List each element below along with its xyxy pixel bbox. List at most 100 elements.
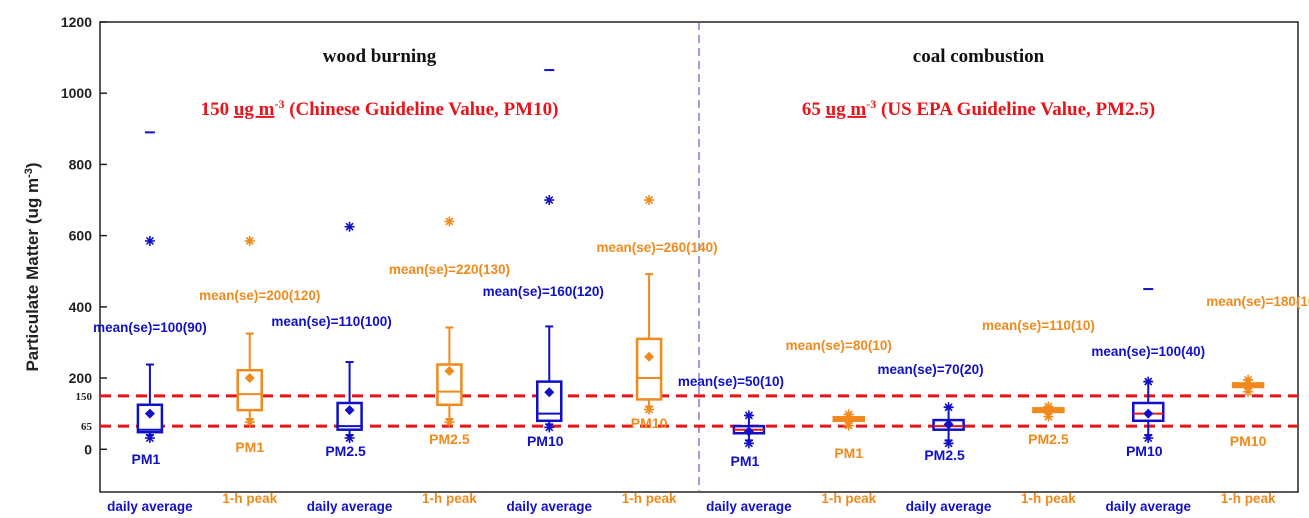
guideline-label: 65 ug m-3 (US EPA Guideline Value, PM2.5…	[802, 97, 1155, 120]
outlier-marker	[743, 438, 754, 449]
box-4	[436, 216, 463, 428]
outlier-marker	[244, 235, 255, 246]
x-category-label: daily average	[107, 499, 193, 514]
y-tick-label: 0	[84, 441, 92, 457]
outlier-marker	[1143, 376, 1154, 387]
mean-label: mean(se)=180(10)	[1206, 294, 1309, 309]
outlier-marker	[843, 420, 854, 431]
pollutant-label: PM2.5	[325, 443, 366, 459]
pollutant-label: PM10	[527, 433, 564, 449]
mean-label: mean(se)=110(100)	[271, 314, 391, 329]
outlier-marker	[544, 195, 555, 206]
y-tick-label: 600	[69, 228, 93, 244]
y-tick-label: 1000	[61, 85, 92, 101]
box-1	[136, 131, 164, 444]
pollutant-label: PM2.5	[1028, 431, 1069, 447]
panel-title: coal combustion	[913, 46, 1045, 67]
outlier-marker	[244, 417, 255, 428]
outlier-marker	[1243, 374, 1254, 385]
outlier-marker	[943, 438, 954, 449]
outlier-stroke	[245, 236, 254, 246]
outlier-marker	[644, 404, 655, 415]
panel-titles: wood burning 150 ug m-3 (Chinese Guidelin…	[201, 46, 1156, 120]
box-2	[236, 235, 263, 428]
outlier-stroke	[1144, 377, 1153, 386]
pollutant-label: PM10	[631, 415, 668, 431]
labels: mean(se)=100(90) PM1 daily average mean(se)…	[93, 240, 1309, 514]
box-8	[832, 409, 865, 431]
outlier-marker	[1243, 386, 1254, 397]
box-6	[635, 195, 663, 415]
y-tick-label-guideline: 150	[76, 391, 93, 403]
pollutant-label: PM1	[132, 451, 161, 467]
outlier-marker	[743, 410, 754, 421]
reference-lines	[100, 394, 1298, 428]
outlier-marker	[644, 195, 655, 206]
mean-label: mean(se)=200(120)	[199, 288, 320, 303]
outlier-stroke	[645, 195, 654, 205]
pollutant-label: PM10	[1230, 433, 1267, 449]
outlier-stroke	[345, 222, 354, 231]
x-category-label: daily average	[1105, 499, 1191, 514]
mean-label: mean(se)=70(20)	[877, 362, 983, 377]
outlier-stroke	[645, 405, 654, 414]
outlier-stroke	[844, 421, 853, 430]
outlier-marker	[1043, 401, 1054, 412]
outlier-stroke	[744, 411, 753, 420]
outlier-marker	[344, 433, 355, 444]
guideline-label: 150 ug m-3 (Chinese Guideline Value, PM1…	[201, 97, 559, 120]
outlier-marker	[544, 422, 555, 433]
outlier-stroke	[844, 410, 853, 419]
y-axis-label: Particulate Matter (ug m-3)	[23, 162, 42, 371]
y-tick-label: 200	[69, 370, 93, 386]
x-category-label: daily average	[706, 499, 792, 514]
y-tick-label: 400	[69, 299, 93, 315]
pollutant-label: PM10	[1126, 443, 1163, 459]
outlier-stroke	[944, 439, 953, 448]
mean-label: mean(se)=100(90)	[93, 320, 207, 335]
x-category-label: 1-h peak	[1221, 491, 1276, 506]
outlier-stroke	[545, 423, 554, 432]
mean-marker	[244, 373, 255, 384]
outlier-stroke	[345, 433, 354, 443]
y-tick-label: 800	[69, 156, 93, 172]
y-tick-label: 1200	[61, 14, 92, 30]
mean-marker	[344, 405, 355, 416]
outlier-stroke	[1144, 433, 1153, 443]
mean-label: mean(se)=100(40)	[1091, 344, 1205, 359]
outlier-stroke	[1044, 402, 1053, 411]
mean-marker	[943, 419, 954, 430]
mean-label: mean(se)=80(10)	[786, 338, 892, 353]
mean-label: mean(se)=110(10)	[982, 318, 1095, 333]
panel-title: wood burning	[323, 46, 437, 67]
box-5	[536, 69, 563, 433]
x-category-label: daily average	[906, 499, 992, 514]
outlier-marker	[1143, 433, 1154, 444]
outlier-marker	[144, 235, 155, 246]
outlier-stroke	[1244, 387, 1253, 396]
box-10	[1032, 401, 1065, 422]
outlier-marker	[344, 221, 355, 232]
mean-marker	[444, 365, 455, 376]
box-3	[336, 221, 363, 444]
x-category-label: 1-h peak	[222, 491, 277, 506]
x-category-label: daily average	[506, 499, 592, 514]
outlier-marker	[943, 402, 954, 413]
pollutant-label: PM1	[235, 439, 264, 455]
x-category-label: 1-h peak	[622, 491, 677, 506]
outlier-stroke	[1044, 412, 1053, 421]
box-12	[1231, 374, 1265, 397]
box-iqr	[436, 363, 463, 407]
outlier-stroke	[145, 433, 154, 443]
x-category-label: daily average	[307, 499, 393, 514]
box-9	[932, 402, 965, 449]
box-11	[1132, 288, 1165, 444]
outlier-stroke	[744, 439, 753, 448]
mean-label: mean(se)=260(140)	[596, 240, 717, 255]
pollutant-label: PM2.5	[924, 447, 965, 463]
outlier-marker	[843, 409, 854, 420]
pollutant-label: PM1	[731, 453, 760, 469]
mean-marker	[144, 408, 155, 419]
outlier-marker	[144, 433, 155, 444]
x-category-label: 1-h peak	[821, 491, 876, 506]
